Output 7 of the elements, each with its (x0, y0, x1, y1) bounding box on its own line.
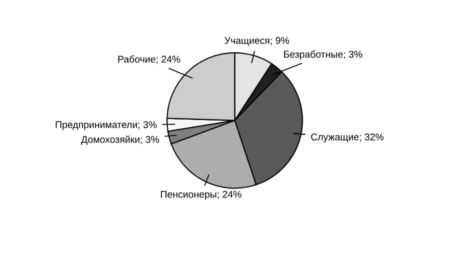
slice-label: Пенсионеры; 24% (161, 190, 242, 200)
slice-label: Предприниматели; 3% (56, 121, 157, 130)
slice-label: Учащиеся; 9% (224, 37, 290, 46)
slice-label: Рабочие; 24% (118, 55, 180, 64)
slice-label: Домохозяйки; 3% (81, 136, 160, 145)
slice-label: Служащие; 32% (311, 134, 384, 142)
slice-label: Безработные; 3% (284, 50, 362, 60)
